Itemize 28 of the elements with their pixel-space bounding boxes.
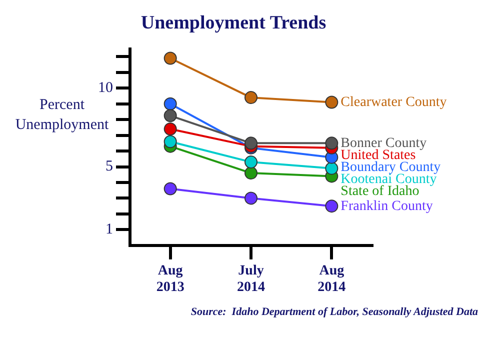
series-label: Boundary County: [340, 160, 441, 175]
series-label: Clearwater County: [340, 94, 447, 110]
y-tick-label: 10: [98, 80, 113, 96]
point: [325, 136, 338, 150]
chart-title: Unemployment Trends: [140, 12, 326, 34]
source-note: Source: Idaho Department of Labor, Seasonally Adjusted Data: [190, 306, 478, 318]
point: [325, 162, 338, 175]
x-tick-label: Aug 2014: [318, 263, 346, 296]
point: [164, 52, 177, 65]
series-label: Franklin County: [340, 198, 433, 214]
point: [164, 122, 177, 136]
point: [164, 182, 177, 196]
x-tick-label: July 2014: [237, 263, 265, 296]
point: [244, 91, 258, 104]
point: [164, 135, 177, 148]
point: [244, 156, 258, 169]
point: [244, 192, 258, 205]
point: [244, 136, 258, 150]
point: [164, 109, 177, 122]
point: [325, 200, 338, 213]
x-tick-label: Aug 2013: [156, 263, 184, 296]
point: [325, 96, 338, 109]
y-tick-label: 1: [106, 222, 113, 238]
y-axis-title: Percent Unemployment: [15, 96, 110, 133]
point: [164, 97, 177, 110]
point: [244, 166, 258, 180]
y-tick-label: 5: [106, 158, 113, 175]
series-label: State of Idaho: [340, 184, 420, 199]
